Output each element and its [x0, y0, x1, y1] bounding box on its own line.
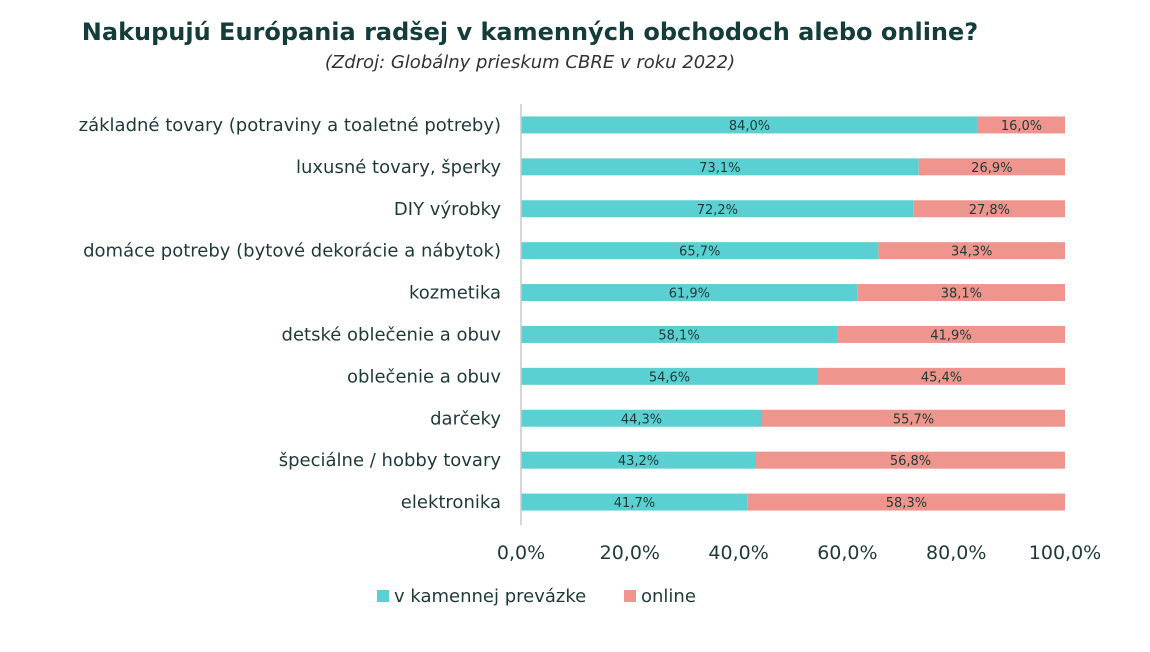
bar-online — [878, 242, 1065, 260]
category-label: domáce potreby (bytové dekorácie a nábyt… — [83, 241, 501, 262]
data-label-online: 55,7% — [893, 412, 934, 427]
x-tick-label: 0,0% — [497, 542, 545, 564]
category-label: špeciálne / hobby tovary — [279, 450, 502, 471]
x-tick-label: 80,0% — [926, 542, 986, 564]
bar-online — [756, 451, 1065, 469]
category-label: darčeky — [430, 408, 501, 429]
data-label-store: 61,9% — [669, 287, 710, 302]
x-tick-label: 100,0% — [1029, 542, 1101, 564]
bar-online — [837, 325, 1065, 343]
bar-online — [918, 158, 1065, 176]
category-label: detské oblečenie a obuv — [282, 324, 502, 345]
data-label-online: 58,3% — [886, 496, 927, 511]
data-label-store: 58,1% — [658, 328, 699, 343]
data-label-store: 73,1% — [699, 161, 740, 176]
data-label-store: 41,7% — [614, 496, 655, 511]
x-tick-label: 20,0% — [600, 542, 660, 564]
legend-swatch-online — [624, 590, 636, 602]
data-label-store: 44,3% — [621, 412, 662, 427]
category-label: základné tovary (potraviny a toaletné po… — [79, 115, 501, 136]
data-label-online: 45,4% — [921, 370, 962, 385]
bar-store — [521, 242, 879, 260]
data-label-online: 27,8% — [969, 203, 1010, 218]
legend-swatch-store — [377, 590, 389, 602]
data-label-store: 54,6% — [649, 370, 690, 385]
data-label-online: 26,9% — [971, 161, 1012, 176]
chart-subtitle: (Zdroj: Globálny prieskum CBRE v roku 20… — [324, 52, 736, 73]
data-label-store: 72,2% — [697, 203, 738, 218]
bar-store — [521, 158, 919, 176]
category-label: luxusné tovary, šperky — [296, 157, 501, 178]
data-label-online: 38,1% — [941, 287, 982, 302]
bar-online — [977, 116, 1065, 134]
bar-online — [857, 284, 1065, 302]
bar-store — [521, 116, 978, 134]
legend-label-store: v kamennej prevázke — [394, 586, 586, 607]
category-label: oblečenie a obuv — [347, 366, 501, 387]
category-label: kozmetika — [409, 283, 501, 304]
data-label-online: 34,3% — [951, 245, 992, 260]
data-label-store: 65,7% — [679, 245, 720, 260]
data-label-online: 16,0% — [1001, 119, 1042, 134]
category-label: DIY výrobky — [394, 199, 501, 220]
data-label-store: 84,0% — [729, 119, 770, 134]
category-label: elektronika — [401, 492, 501, 513]
bar-online — [913, 200, 1065, 218]
x-tick-label: 40,0% — [708, 542, 768, 564]
bar-store — [521, 325, 838, 343]
data-label-store: 43,2% — [618, 454, 659, 469]
chart-title: Nakupujú Európania radšej v kamenných ob… — [81, 18, 979, 46]
data-label-online: 41,9% — [930, 328, 971, 343]
legend-label-online: online — [641, 586, 696, 607]
bar-store — [521, 284, 858, 302]
data-label-online: 56,8% — [890, 454, 931, 469]
bar-online — [747, 493, 1065, 511]
bar-store — [521, 451, 757, 469]
bar-online — [761, 409, 1065, 427]
bar-store — [521, 367, 819, 385]
bar-store — [521, 200, 914, 218]
bar-online — [818, 367, 1065, 385]
x-tick-label: 60,0% — [817, 542, 877, 564]
bar-store — [521, 493, 748, 511]
bar-store — [521, 409, 762, 427]
